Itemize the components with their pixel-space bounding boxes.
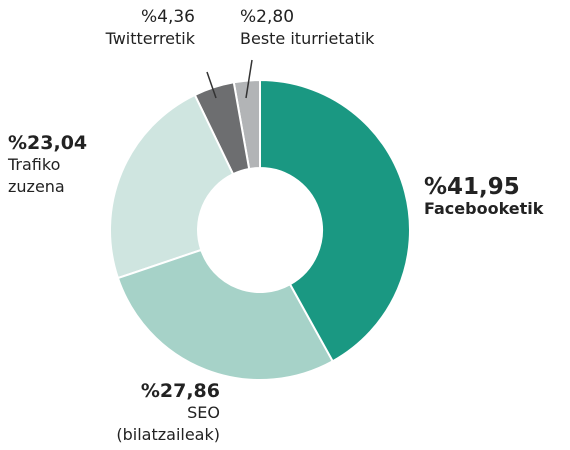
leader-line <box>206 71 217 99</box>
donut-segment <box>193 81 251 176</box>
category-label: Twitterretik <box>105 29 195 48</box>
category-label: Trafiko zuzena <box>8 155 65 196</box>
value-label: %23,04 <box>8 132 88 154</box>
leader-line <box>245 59 253 99</box>
segment-label: %27,86 SEO (bilatzaileak) <box>85 380 220 446</box>
segment-label: %23,04 Trafiko zuzena <box>8 132 88 198</box>
segment-label: %4,36 Twitterretik <box>70 6 195 50</box>
category-label: SEO (bilatzaileak) <box>116 403 220 444</box>
value-label: %27,86 <box>140 380 220 402</box>
donut-segment <box>109 93 235 280</box>
segment-label: %2,80 Beste iturrietatik <box>240 6 440 50</box>
value-label: %2,80 <box>240 7 295 27</box>
category-label: Facebooketik <box>424 199 544 218</box>
donut-segment <box>116 248 335 381</box>
donut-segment <box>259 78 411 363</box>
category-label: Beste iturrietatik <box>240 29 375 48</box>
value-label: %41,95 <box>424 174 520 200</box>
value-label: %4,36 <box>140 7 195 27</box>
segment-label: %41,95 Facebooketik <box>424 176 564 220</box>
